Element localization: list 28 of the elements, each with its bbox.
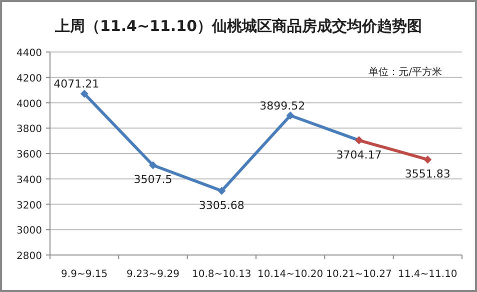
point <box>286 112 294 120</box>
annotation: 单位：元/平方米 <box>368 66 442 78</box>
data-label: 3305.68 <box>198 198 244 212</box>
x-tick-label: 9.23~9.29 <box>126 269 180 280</box>
y-tick-label: 3600 <box>16 150 42 160</box>
data-label: 3704.17 <box>336 148 382 162</box>
x-tick-label: 10.14~10.20 <box>258 269 324 280</box>
point <box>424 156 432 164</box>
x-tick-label: 10.21~10.27 <box>326 269 392 280</box>
data-label: 3507.5 <box>134 173 172 186</box>
point <box>80 90 88 98</box>
y-tick-label: 3200 <box>16 200 42 212</box>
chart-title: 上周（11.4~11.10）仙桃城区商品房成交均价趋势图 <box>54 17 422 35</box>
y-tick-label: 3000 <box>16 226 42 237</box>
x-tick-label: 11.4~11.10 <box>398 269 458 280</box>
point <box>149 161 157 170</box>
data-label: 3899.52 <box>260 100 306 112</box>
y-tick-label: 3800 <box>16 124 42 136</box>
y-tick-label: 2800 <box>16 251 42 262</box>
y-tick-label: 4200 <box>16 73 42 84</box>
data-label: 4071.21 <box>54 78 100 91</box>
y-tick-label: 3400 <box>16 174 42 186</box>
y-tick-label: 4000 <box>16 98 42 110</box>
x-tick-label: 9.9~9.15 <box>61 269 108 280</box>
y-tick-label: 4400 <box>16 48 42 59</box>
x-tick-label: 10.8~10.13 <box>192 269 252 280</box>
point <box>218 186 226 195</box>
data-label: 3551.83 <box>404 168 450 181</box>
